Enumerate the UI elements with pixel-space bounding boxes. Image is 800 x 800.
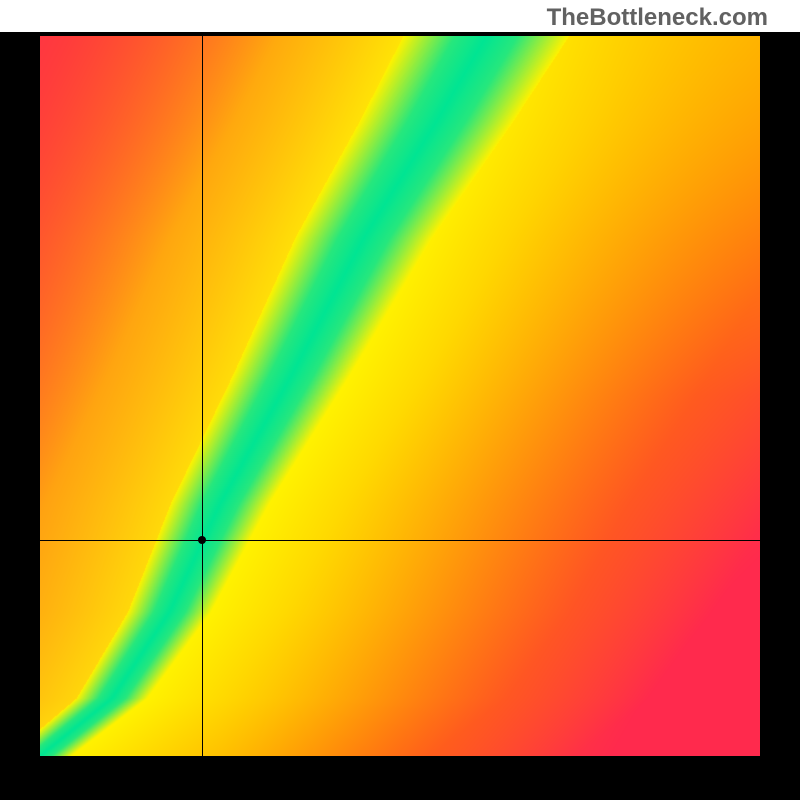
crosshair-marker: [198, 536, 206, 544]
watermark-text: TheBottleneck.com: [547, 4, 768, 32]
crosshair-horizontal: [40, 540, 760, 541]
chart-container: TheBottleneck.com: [0, 0, 800, 800]
crosshair-vertical: [202, 36, 203, 756]
heatmap-canvas: [40, 36, 760, 756]
chart-frame: [0, 32, 800, 800]
